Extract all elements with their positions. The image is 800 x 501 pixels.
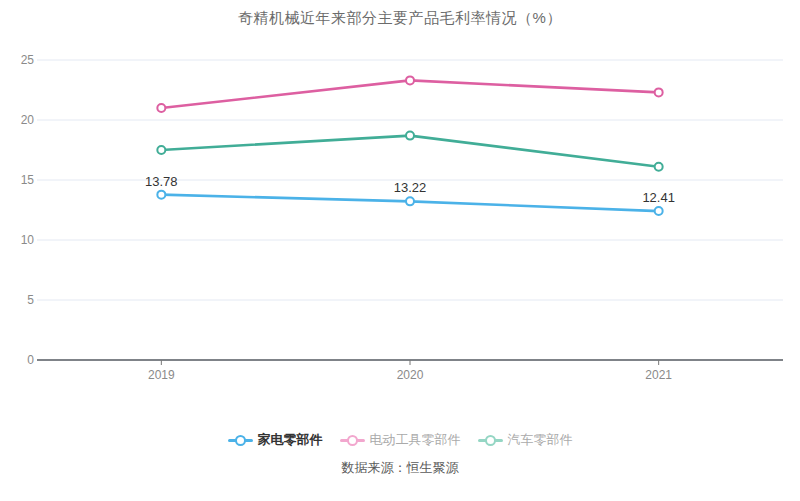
svg-text:25: 25 [21, 53, 35, 67]
svg-text:13.78: 13.78 [145, 174, 178, 189]
legend-item-home-appliance-parts[interactable]: 家电零部件 [228, 431, 323, 449]
svg-text:12.41: 12.41 [642, 190, 675, 205]
svg-text:20: 20 [21, 113, 35, 127]
svg-text:0: 0 [27, 353, 34, 367]
svg-text:5: 5 [27, 293, 34, 307]
legend-item-auto-parts[interactable]: 汽车零部件 [478, 431, 573, 449]
svg-text:15: 15 [21, 173, 35, 187]
svg-text:2019: 2019 [148, 368, 175, 382]
data-source-note: 数据来源：恒生聚源 [0, 459, 800, 477]
svg-text:2020: 2020 [397, 368, 424, 382]
line-circle-marker-icon [478, 434, 503, 446]
line-circle-marker-icon [340, 434, 365, 446]
line-circle-marker-icon [228, 434, 253, 446]
legend-item-power-tool-parts[interactable]: 电动工具零部件 [340, 431, 461, 449]
svg-text:13.22: 13.22 [394, 180, 427, 195]
svg-text:10: 10 [21, 233, 35, 247]
svg-text:2021: 2021 [645, 368, 672, 382]
legend-label: 家电零部件 [258, 431, 323, 449]
legend-label: 汽车零部件 [508, 431, 573, 449]
line-chart-plot-area: 0 5 10 15 20 25 2019 2020 2021 13.78 13.22 12.41 [0, 0, 800, 400]
chart-legend: 家电零部件 电动工具零部件 汽车零部件 [0, 431, 800, 449]
legend-label: 电动工具零部件 [370, 431, 461, 449]
chart-window: 奇精机械近年来部分主要产品毛利率情况（%） 051015202520192020… [0, 0, 800, 501]
